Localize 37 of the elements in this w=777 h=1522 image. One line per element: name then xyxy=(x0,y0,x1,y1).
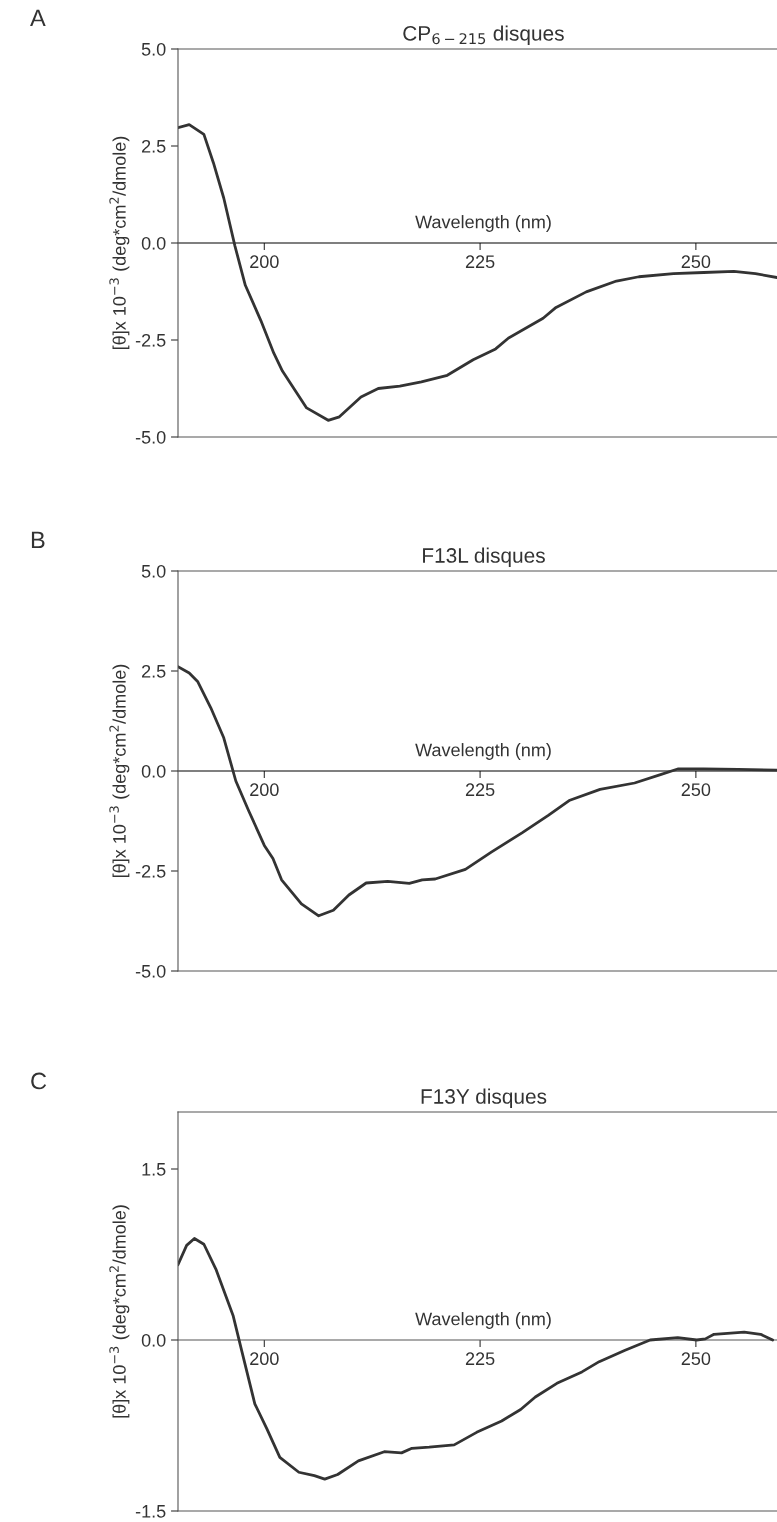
x-tick-label: 200 xyxy=(250,255,279,269)
x-tick-label: 250 xyxy=(681,783,711,797)
line-series xyxy=(178,665,777,918)
text: C xyxy=(31,1072,47,1090)
x-axis-title: Wavelength (nm) xyxy=(415,743,551,760)
y-tick-label: 0.0 xyxy=(141,236,166,250)
x-tick-label: 200 xyxy=(250,783,279,797)
x-tick-label: 225 xyxy=(465,1352,495,1366)
x-axis-title: Wavelength (nm) xyxy=(415,1312,551,1329)
y-axis-title: [θ]x 10$^{−3}$ (deg*cm$^{2}$/dmole) xyxy=(109,1205,130,1418)
line-series xyxy=(178,1237,775,1481)
text: A xyxy=(30,9,46,27)
y-tick-label: 0.0 xyxy=(141,764,166,778)
line-series xyxy=(178,123,777,422)
y-tick-label: 2.5 xyxy=(142,139,166,153)
chart-title: CP$_{6−215}$ disques xyxy=(403,25,564,45)
y-tick-label: -5.0 xyxy=(135,964,166,978)
y-axis-title: [θ]x 10$^{−3}$ (deg*cm$^{2}$/dmole) xyxy=(109,664,130,878)
chart-title: F13Y disques xyxy=(421,1088,547,1108)
y-tick-label: 5.0 xyxy=(141,564,166,578)
text: B xyxy=(31,531,45,549)
y-tick-label: 0.0 xyxy=(141,1333,166,1347)
y-tick-label: -2.5 xyxy=(135,333,166,347)
y-tick-label: 2.5 xyxy=(142,664,166,678)
y-tick-label: -1.5 xyxy=(135,1505,166,1518)
y-tick-label: 5.0 xyxy=(141,42,166,56)
chart-title: F13L disques xyxy=(423,547,545,567)
x-tick-label: 225 xyxy=(465,255,495,269)
x-tick-label: 250 xyxy=(681,255,711,269)
y-tick-label: -5.0 xyxy=(135,430,166,444)
x-tick-label: 200 xyxy=(250,1352,279,1366)
y-tick-label: 1.5 xyxy=(142,1163,166,1176)
x-tick-label: 225 xyxy=(465,783,495,797)
y-tick-label: -2.5 xyxy=(135,864,166,878)
x-axis-title: Wavelength (nm) xyxy=(415,215,551,232)
x-tick-label: 250 xyxy=(681,1352,711,1366)
y-axis-title: [θ]x 10$^{−3}$ (deg*cm$^{2}$/dmole) xyxy=(109,136,130,350)
